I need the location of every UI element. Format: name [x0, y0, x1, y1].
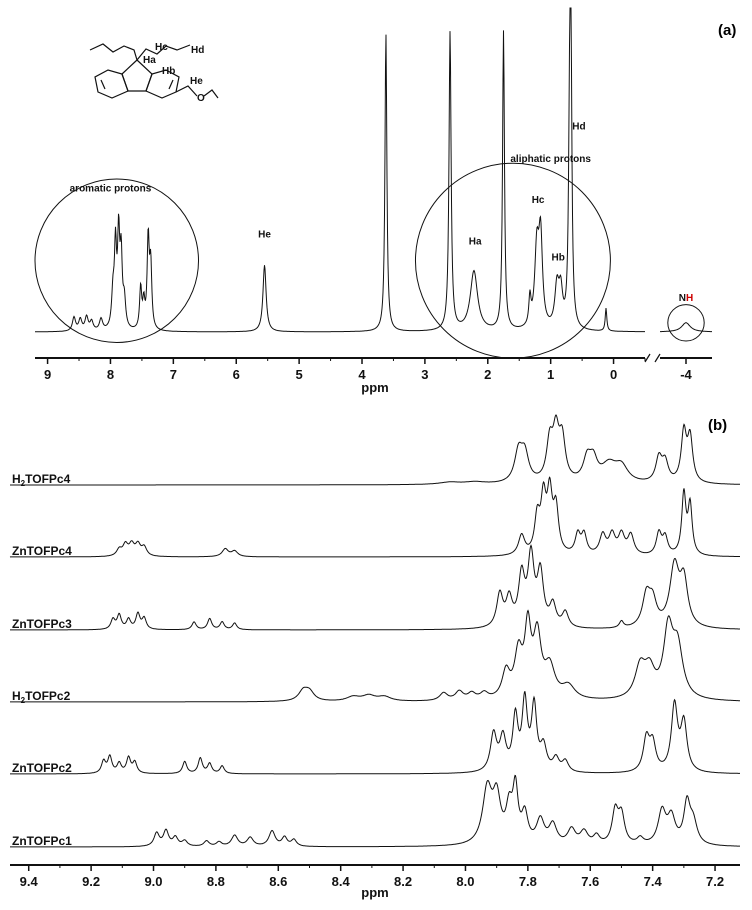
axis-break-mark — [644, 353, 651, 363]
x-tick-label: 6 — [233, 367, 240, 382]
panel-a-x-axis-title: ppm — [361, 380, 388, 395]
peak-annotation: aromatic protons — [70, 184, 152, 195]
x-tick-label: 9.4 — [20, 874, 39, 889]
spectrum-line-nh-segment — [660, 322, 712, 333]
structure-label-o: O — [197, 93, 205, 104]
panel-a-annotations: aromatic protons aliphatic protons He Ha Hc H… — [34, 122, 705, 359]
peak-annotation: Ha — [469, 237, 482, 248]
x-tick-label: 8.8 — [207, 874, 225, 889]
x-tick-label: 8.4 — [332, 874, 351, 889]
panel-a-plot-area — [35, 7, 712, 333]
aliphatic-region-circle — [414, 162, 611, 359]
spectrum-line-main — [35, 7, 645, 333]
alkyl-chain-left — [89, 43, 138, 61]
x-tick-label: -4 — [680, 367, 692, 382]
x-tick-label: 9.0 — [144, 874, 162, 889]
structure-label-hb: Hb — [162, 66, 175, 77]
peak-annotation: aliphatic protons — [510, 154, 591, 165]
panel-b-x-axis: 9.4 9.2 9.0 8.8 8.6 8.4 8.2 8.0 7.8 7.6 7.4 7.2 — [10, 864, 740, 889]
series-label-ZnTOFPc1: ZnTOFPc1 — [12, 834, 72, 848]
right-ring-double-bond — [168, 79, 174, 90]
peak-annotation: Hd — [572, 122, 585, 133]
chemical-structure — [89, 43, 219, 99]
nh-annotation: NH — [679, 293, 693, 304]
x-tick-label: 8.0 — [456, 874, 474, 889]
nh-label-h: H — [686, 293, 693, 304]
peak-annotation: He — [258, 230, 271, 241]
x-tick-label: 8.2 — [394, 874, 412, 889]
x-tick-label: 0 — [610, 367, 617, 382]
panel-a-x-axis: 9 8 7 6 5 4 3 2 1 0 -4 — [35, 353, 712, 382]
peak-annotation: Hb — [552, 253, 565, 264]
x-tick-label: 9 — [44, 367, 51, 382]
structure-label-he: He — [190, 76, 203, 87]
x-tick-label: 7 — [170, 367, 177, 382]
series-label-ZnTOFPc3: ZnTOFPc3 — [12, 617, 72, 631]
series-line-ZnTOFPc3 — [10, 544, 740, 631]
methylene-ether-link — [175, 85, 198, 97]
x-tick-label: 5 — [296, 367, 303, 382]
x-tick-label: 8 — [107, 367, 114, 382]
series-line-H2TOFPc2 — [10, 609, 740, 703]
structure-label-hd: Hd — [191, 45, 204, 56]
ether-bond — [203, 89, 219, 99]
nh-circle — [667, 304, 705, 342]
x-tick-label: 4 — [358, 367, 366, 382]
aromatic-region-circle — [34, 178, 200, 343]
nh-label-n: N — [679, 293, 686, 304]
series-line-ZnTOFPc2 — [10, 691, 740, 775]
panel-a: (a) Hc Hd Ha Hb He O 9 8 7 6 5 4 3 2 1 0 -4 aromat… — [34, 7, 736, 395]
structure-label-hc: Hc — [155, 42, 168, 53]
left-benzene-ring — [94, 69, 129, 99]
x-tick-label: 1 — [547, 367, 554, 382]
series-line-H2TOFPc4 — [10, 414, 740, 486]
series-label-ZnTOFPc2: ZnTOFPc2 — [12, 761, 72, 775]
x-tick-label: 3 — [421, 367, 428, 382]
panel-a-label: (a) — [718, 22, 736, 39]
x-tick-label: 7.8 — [519, 874, 537, 889]
structure-label-ha: Ha — [143, 55, 156, 66]
panel-b-x-axis-title: ppm — [361, 885, 388, 900]
x-tick-label: 7.4 — [644, 874, 663, 889]
series-line-ZnTOFPc4 — [9, 476, 740, 558]
x-tick-label: 7.6 — [581, 874, 599, 889]
left-ring-double-bond — [100, 79, 106, 90]
axis-break-mark — [654, 353, 661, 363]
panel-b-plot-area: H2TOFPc4 ZnTOFPc4 ZnTOFPc3 H2TOFPc2 ZnTOFPc2… — [9, 414, 740, 848]
peak-annotation: Hc — [532, 195, 545, 206]
panel-b-label: (b) — [708, 417, 727, 434]
x-tick-label: 7.2 — [706, 874, 724, 889]
panel-b: (b) H2TOFPc4 ZnTOFPc4 ZnTOFPc3 H2TOFPc2 ZnTO… — [9, 414, 740, 900]
series-label-ZnTOFPc4: ZnTOFPc4 — [12, 544, 72, 558]
x-tick-label: 9.2 — [82, 874, 100, 889]
series-label-H2TOFPc2: H2TOFPc2 — [12, 689, 71, 705]
right-benzene-ring — [145, 69, 180, 99]
series-label-H2TOFPc4: H2TOFPc4 — [12, 472, 71, 488]
x-tick-label: 8.6 — [269, 874, 287, 889]
x-tick-label: 2 — [484, 367, 491, 382]
series-line-ZnTOFPc1 — [10, 774, 740, 848]
alkyl-chain-right — [136, 44, 191, 61]
